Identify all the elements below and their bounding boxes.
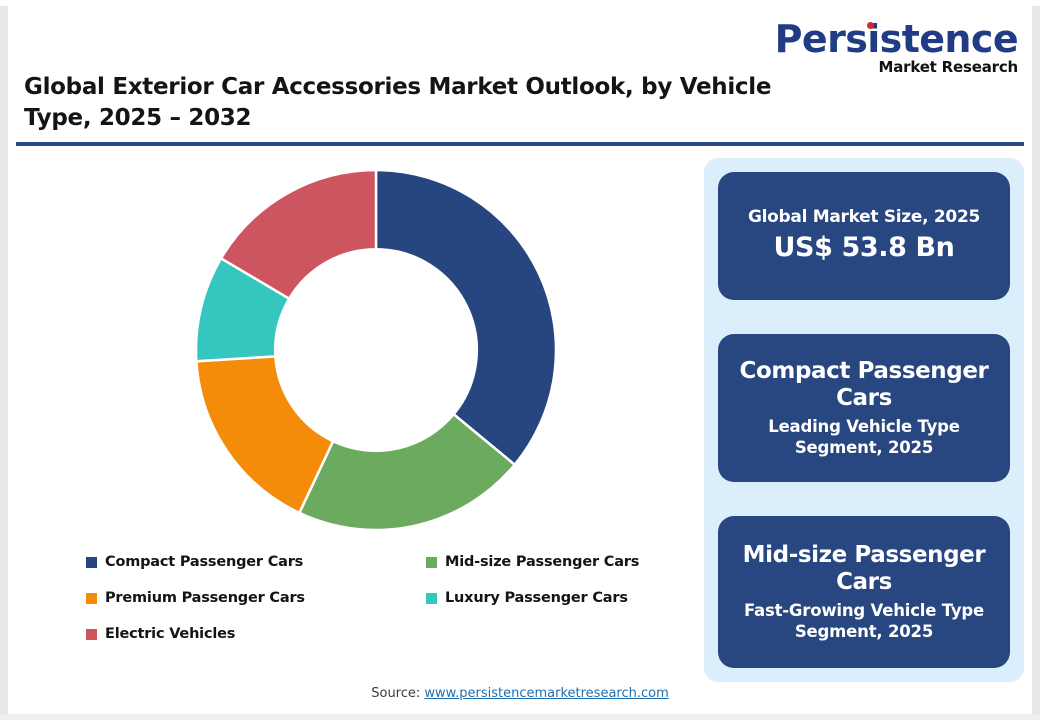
fast-growing-segment-heading: Mid-size Passenger Cars: [742, 541, 986, 595]
highlight-card-leading-segment[interactable]: Compact Passenger Cars Leading Vehicle T…: [718, 334, 1010, 482]
market-size-value: US$ 53.8 Bn: [773, 231, 955, 263]
brand-logo-dot-icon: [866, 22, 874, 29]
page-border-bottom: [0, 714, 1040, 720]
highlight-card-fast-growing-segment[interactable]: Mid-size Passenger Cars Fast-Growing Veh…: [718, 516, 1010, 668]
donut-slice-premium-passenger-cars[interactable]: [195, 355, 335, 515]
legend-swatch-icon: [426, 556, 437, 568]
legend-swatch-icon: [86, 592, 97, 604]
source-footer: Source: www.persistencemarketresearch.co…: [0, 686, 1040, 701]
page-border-right: [1032, 0, 1040, 720]
source-label: Source:: [371, 686, 425, 701]
page-border-left: [0, 0, 8, 720]
highlight-card-market-size[interactable]: Global Market Size, 2025 US$ 53.8 Bn: [718, 172, 1010, 300]
legend-swatch-icon: [426, 592, 437, 604]
chart-area: Compact Passenger Cars Mid-size Passenge…: [16, 152, 688, 672]
legend-item-premium-passenger-cars[interactable]: Premium Passenger Cars: [86, 590, 426, 606]
legend-row: Compact Passenger Cars Mid-size Passenge…: [86, 544, 686, 580]
donut-slice-compact-passenger-cars[interactable]: [374, 168, 558, 467]
donut-chart-svg: [194, 168, 558, 532]
legend-swatch-icon: [86, 556, 97, 568]
brand-logo-wordmark: Persistence: [774, 17, 1019, 61]
legend-item-label: Electric Vehicles: [105, 626, 236, 642]
legend-item-label: Premium Passenger Cars: [105, 590, 305, 606]
brand-logo-tagline: Market Research: [878, 58, 1018, 76]
donut-slice-mid-size-passenger-cars[interactable]: [297, 412, 517, 532]
donut-chart: [190, 164, 562, 536]
page-border-top: [0, 0, 1040, 6]
legend-item-label: Mid-size Passenger Cars: [445, 554, 640, 570]
legend-item-mid-size-passenger-cars[interactable]: Mid-size Passenger Cars: [426, 554, 686, 570]
donut-slice-electric-vehicles[interactable]: [219, 168, 378, 301]
chart-legend: Compact Passenger Cars Mid-size Passenge…: [86, 544, 686, 652]
legend-item-compact-passenger-cars[interactable]: Compact Passenger Cars: [86, 554, 426, 570]
leading-segment-subtext: Leading Vehicle Type Segment, 2025: [768, 417, 960, 457]
highlights-panel: Global Market Size, 2025 US$ 53.8 Bn Com…: [704, 158, 1024, 682]
fast-growing-segment-subtext: Fast-Growing Vehicle Type Segment, 2025: [743, 601, 985, 641]
legend-row: Premium Passenger Cars Luxury Passenger …: [86, 580, 686, 616]
source-link[interactable]: www.persistencemarketresearch.com: [424, 686, 669, 701]
legend-item-label: Luxury Passenger Cars: [445, 590, 628, 606]
market-size-label: Global Market Size, 2025: [747, 207, 981, 228]
legend-row: Electric Vehicles: [86, 616, 686, 652]
page-title: Global Exterior Car Accessories Market O…: [24, 74, 772, 132]
legend-item-luxury-passenger-cars[interactable]: Luxury Passenger Cars: [426, 590, 686, 606]
legend-item-electric-vehicles[interactable]: Electric Vehicles: [86, 626, 426, 642]
legend-item-label: Compact Passenger Cars: [105, 554, 304, 570]
leading-segment-heading: Compact Passenger Cars: [739, 357, 989, 411]
brand-logo-name: Persistence: [774, 17, 1019, 61]
title-divider: [16, 142, 1024, 146]
legend-swatch-icon: [86, 628, 97, 640]
brand-logo: Persistence Market Research: [774, 17, 1019, 76]
